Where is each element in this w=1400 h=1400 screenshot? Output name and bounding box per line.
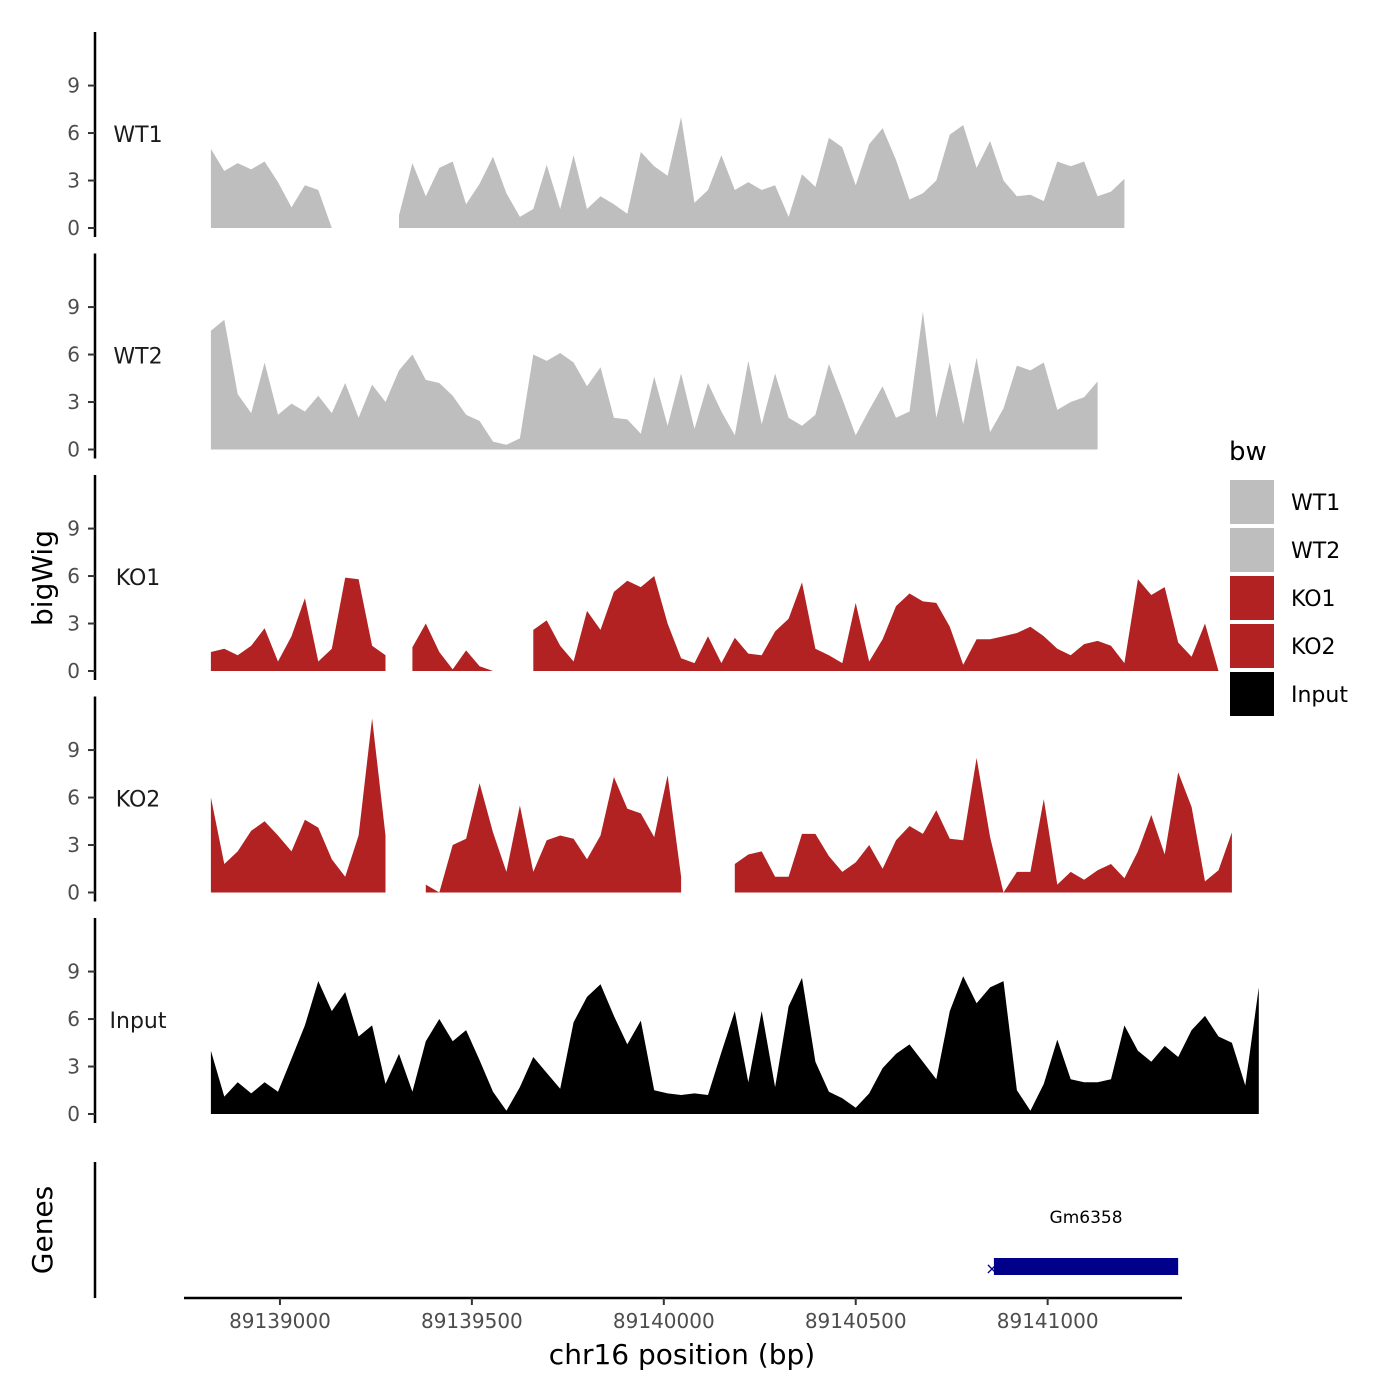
y-tick-label: 9	[67, 960, 80, 984]
genes-panel: × Gm6358	[93, 1162, 1179, 1298]
track-label: Input	[110, 1009, 167, 1034]
legend-label: KO1	[1291, 587, 1336, 612]
area-segment	[734, 758, 1232, 893]
legend-swatch	[1230, 624, 1274, 668]
area-segment	[210, 148, 359, 228]
y-tick-label: 3	[67, 833, 80, 857]
genes-axis-title: Genes	[26, 1186, 59, 1274]
area-segment	[399, 117, 1125, 228]
y-tick-label: 6	[67, 121, 80, 145]
legend-swatch	[1230, 576, 1274, 620]
track-ko1: 0 3 6 9 KO1	[67, 475, 1219, 683]
strand-arrow: ×	[985, 1259, 998, 1278]
track-input: 0 3 6 9 Input	[67, 918, 1259, 1126]
y-tick-label: 9	[67, 74, 80, 98]
legend: bw WT1 WT2 KO1 KO2 Input	[1229, 437, 1348, 716]
legend-title: bw	[1229, 437, 1267, 467]
y-tick-label: 6	[67, 564, 80, 588]
legend-label: KO2	[1291, 635, 1336, 660]
tracks-layer: 0 3 6 9 WT1 0 3 6 9 WT2 0 3 6 9 KO1 0 3 6 9 KO2 0 3 6 9 Input	[67, 32, 1259, 1126]
y-tick-label: 3	[67, 169, 80, 193]
area-segment	[425, 775, 682, 893]
y-tick-label: 3	[67, 390, 80, 414]
y-tick-label: 0	[67, 881, 80, 905]
track-label: WT1	[113, 123, 162, 148]
legend-swatch	[1230, 672, 1274, 716]
x-tick-label: 89139000	[229, 1309, 331, 1333]
y-tick-label: 9	[67, 295, 80, 319]
area-segment	[412, 623, 493, 671]
track-ko2: 0 3 6 9 KO2	[67, 696, 1232, 905]
legend-swatch	[1230, 528, 1274, 572]
x-tick-label: 89141000	[997, 1309, 1099, 1333]
y-tick-label: 6	[67, 343, 80, 367]
x-tick-label: 89139500	[421, 1309, 523, 1333]
y-tick-label: 3	[67, 612, 80, 636]
legend-swatch	[1230, 480, 1274, 524]
area-segment	[210, 718, 386, 893]
y-tick-label: 9	[67, 738, 80, 762]
y-axis-title: bigWig	[26, 530, 59, 626]
x-tick-label: 89140000	[613, 1309, 715, 1333]
track-wt2: 0 3 6 9 WT2	[67, 253, 1098, 462]
area-segment	[210, 311, 1098, 450]
x-tick-label: 89140500	[805, 1309, 907, 1333]
legend-label: WT2	[1291, 539, 1340, 564]
x-axis: 89139000 89139500 89140000 89140500 89141000	[184, 1296, 1182, 1333]
y-tick-label: 0	[67, 1102, 80, 1126]
y-tick-label: 9	[67, 517, 80, 541]
gene-name: Gm6358	[1050, 1208, 1123, 1228]
area-segment	[210, 577, 386, 671]
legend-label: Input	[1291, 683, 1348, 708]
y-tick-label: 0	[67, 216, 80, 240]
area-segment	[533, 576, 1219, 671]
track-label: KO2	[116, 788, 161, 813]
y-tick-label: 0	[67, 659, 80, 683]
y-tick-label: 6	[67, 786, 80, 810]
x-axis-title: chr16 position (bp)	[549, 1338, 815, 1371]
track-wt1: 0 3 6 9 WT1	[67, 32, 1125, 240]
area-segment	[210, 976, 1259, 1114]
legend-label: WT1	[1291, 491, 1340, 516]
y-tick-label: 3	[67, 1055, 80, 1079]
y-tick-label: 6	[67, 1007, 80, 1031]
y-tick-label: 0	[67, 438, 80, 462]
gene-body	[993, 1258, 1179, 1275]
track-label: KO1	[116, 566, 161, 591]
track-label: WT2	[113, 345, 162, 370]
